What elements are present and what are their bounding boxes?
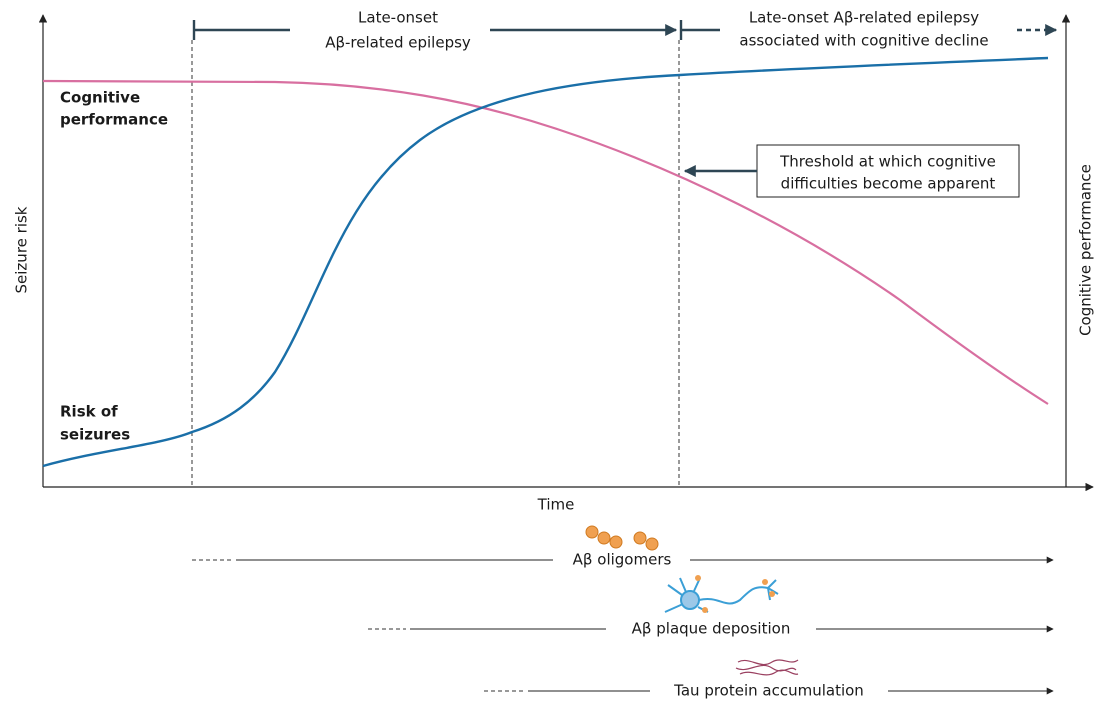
seizure-curve bbox=[43, 58, 1048, 466]
cognitive-curve bbox=[43, 81, 1048, 404]
neuron-icon bbox=[665, 575, 778, 613]
curve-label: performance bbox=[60, 111, 168, 129]
y-left-label: Seizure risk bbox=[13, 206, 31, 293]
curve-label: Cognitive bbox=[60, 89, 140, 107]
y-right-label: Cognitive performance bbox=[1077, 164, 1095, 336]
process-label: Aβ oligomers bbox=[573, 551, 672, 569]
diagram: Seizure risk Cognitive performance Time … bbox=[0, 0, 1103, 705]
process-lines bbox=[192, 560, 1053, 691]
phase-label: associated with cognitive decline bbox=[739, 32, 988, 50]
process-label: Aβ plaque deposition bbox=[632, 620, 791, 638]
process-label: Tau protein accumulation bbox=[673, 682, 864, 700]
phase-label: Aβ-related epilepsy bbox=[325, 34, 471, 52]
annotation-text: Threshold at which cognitive bbox=[779, 153, 996, 171]
curve-label: Risk of bbox=[60, 403, 118, 421]
phase-label: Late-onset bbox=[358, 9, 438, 27]
tau-icon bbox=[736, 660, 798, 675]
annotation-text: difficulties become apparent bbox=[781, 175, 996, 193]
curve-label: seizures bbox=[60, 426, 130, 444]
phase-label: Late-onset Aβ-related epilepsy bbox=[749, 9, 979, 27]
oligomer-icon bbox=[586, 526, 658, 550]
x-label: Time bbox=[537, 496, 575, 514]
